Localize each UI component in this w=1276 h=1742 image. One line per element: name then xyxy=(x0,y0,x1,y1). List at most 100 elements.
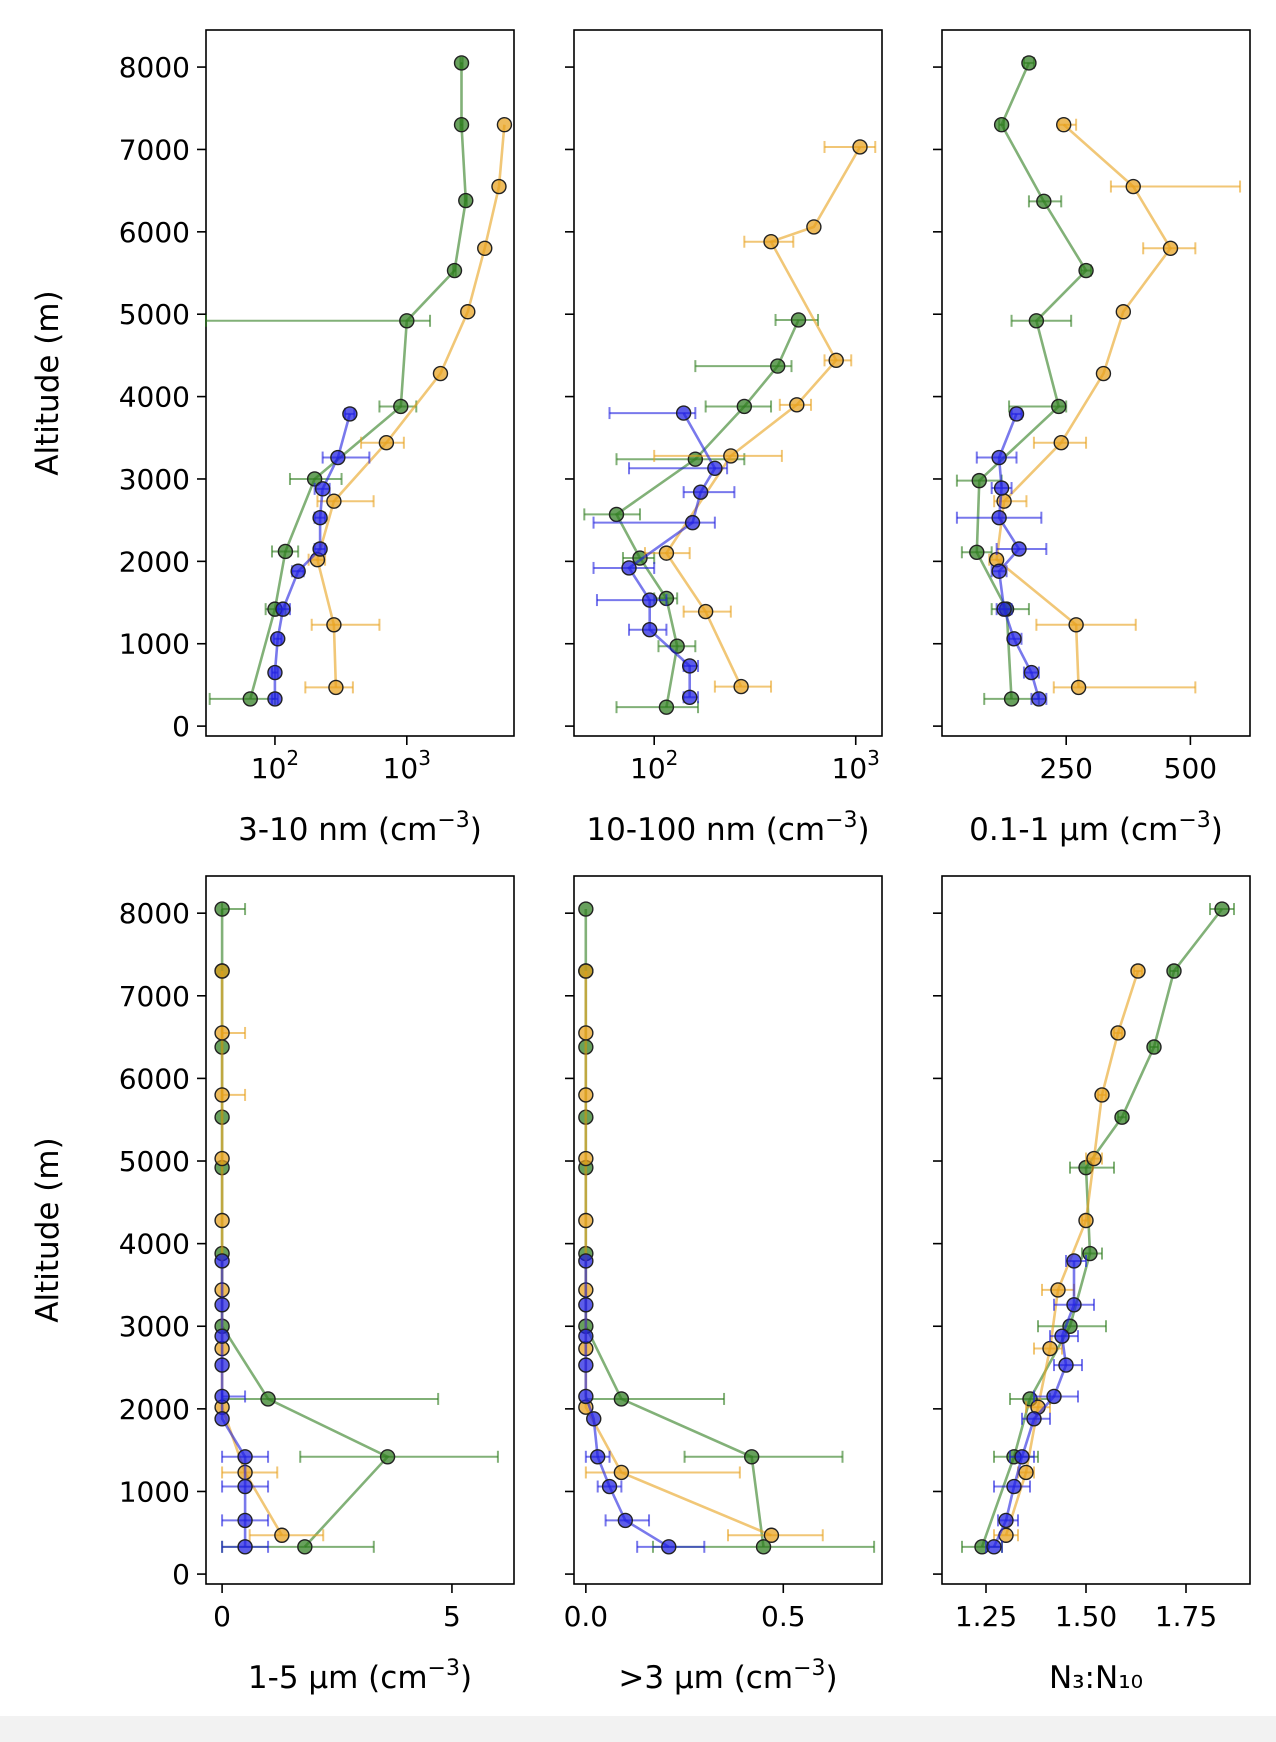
data-point xyxy=(274,1527,290,1543)
data-point xyxy=(379,1449,396,1465)
data-point xyxy=(733,678,749,695)
data-point xyxy=(1042,1340,1058,1357)
y-tick-label: 1000 xyxy=(119,628,190,661)
data-point xyxy=(446,262,463,279)
series-1 xyxy=(214,963,325,1543)
series-1 xyxy=(988,117,1242,696)
x-tick-label-exponent: 3 xyxy=(867,746,880,770)
data-point xyxy=(578,1328,594,1344)
axes-frame xyxy=(205,875,515,1585)
y-tick-label: 6000 xyxy=(119,216,190,249)
data-point xyxy=(578,1253,594,1269)
data-point xyxy=(378,435,395,451)
data-point xyxy=(453,117,470,133)
data-point xyxy=(237,1539,253,1555)
data-point xyxy=(1070,679,1087,696)
data-point xyxy=(267,691,283,707)
y-axis-label: Altitude (m) xyxy=(30,1137,66,1322)
data-point xyxy=(993,117,1010,133)
data-point xyxy=(578,1357,594,1373)
series-line xyxy=(584,1261,670,1548)
x-tick-label: 0.5 xyxy=(761,1600,806,1633)
data-point xyxy=(314,481,331,497)
y-tick-label: 2000 xyxy=(119,545,190,578)
data-point xyxy=(214,1357,230,1373)
series-line xyxy=(614,319,800,708)
x-axis-label: 0.1-1 µm (cm−3) xyxy=(969,808,1223,848)
series-1 xyxy=(643,139,877,695)
data-point xyxy=(621,560,637,576)
x-tick-label-exponent: 2 xyxy=(666,746,679,770)
data-point xyxy=(1166,963,1182,979)
panel-p2: 102 103 10-100 nm (cm−3) xyxy=(565,29,883,848)
series-line xyxy=(220,1261,247,1547)
data-point xyxy=(1058,1357,1074,1373)
data-point xyxy=(991,449,1007,466)
x-tick-label: 103 xyxy=(832,746,880,785)
data-point xyxy=(1003,691,1020,707)
series-1 xyxy=(304,117,513,696)
data-point xyxy=(578,901,594,917)
data-point xyxy=(613,1464,630,1481)
data-point xyxy=(986,1539,1002,1555)
axes-frame xyxy=(205,29,515,737)
data-point xyxy=(1110,1025,1126,1041)
data-point xyxy=(789,397,805,413)
data-point xyxy=(743,1449,760,1465)
y-tick-label: 4000 xyxy=(119,1228,190,1261)
data-point xyxy=(214,1087,230,1103)
data-point xyxy=(399,313,415,329)
axes-frame xyxy=(573,875,883,1585)
x-axis-label: 3-10 nm (cm−3) xyxy=(238,808,482,848)
series-0 xyxy=(578,901,876,1555)
data-point xyxy=(681,689,698,705)
y-tick-label: 0 xyxy=(172,1558,190,1591)
series-2 xyxy=(214,1253,270,1555)
series-0 xyxy=(205,55,474,707)
series-2 xyxy=(267,406,371,707)
x-axis-label-close: ) xyxy=(1211,812,1223,848)
data-point xyxy=(214,1212,230,1229)
x-axis-label: 1-5 µm (cm−3) xyxy=(248,1656,472,1696)
data-point xyxy=(328,679,344,696)
x-axis-label-exponent: −3 xyxy=(437,808,469,833)
data-point xyxy=(806,219,822,235)
data-point xyxy=(707,460,723,476)
data-point xyxy=(1078,1212,1094,1229)
data-point xyxy=(214,1150,230,1167)
data-point xyxy=(971,472,987,489)
data-point xyxy=(642,622,658,638)
data-point xyxy=(214,963,230,979)
y-tick-label: 5000 xyxy=(119,298,190,331)
footer-strip xyxy=(0,1716,1276,1742)
y-tick-label: 2000 xyxy=(119,1393,190,1426)
x-tick-label: 500 xyxy=(1164,752,1217,785)
series-0 xyxy=(961,901,1235,1555)
data-point xyxy=(1130,963,1146,979)
data-point xyxy=(1115,304,1132,320)
y-tick-label: 8000 xyxy=(119,51,190,84)
x-tick-label: 102 xyxy=(630,746,678,785)
axes-frame xyxy=(941,29,1251,737)
data-point xyxy=(237,1478,253,1495)
data-point xyxy=(586,1411,602,1427)
data-point xyxy=(237,1512,253,1529)
data-point xyxy=(828,352,844,369)
x-axis-label-close: ) xyxy=(858,812,870,848)
axes-frame xyxy=(941,875,1251,1585)
series-2 xyxy=(592,405,736,705)
series-line xyxy=(316,124,506,688)
series-line xyxy=(584,971,772,1537)
data-point xyxy=(326,493,342,509)
data-point xyxy=(214,901,230,917)
data-point xyxy=(723,448,739,464)
data-point xyxy=(312,541,328,557)
data-point xyxy=(996,601,1012,617)
x-axis-label-exponent: −3 xyxy=(793,1656,825,1681)
series-1 xyxy=(578,963,824,1543)
series-0 xyxy=(583,312,820,715)
series-2 xyxy=(985,1253,1095,1555)
x-tick-label-exponent: 2 xyxy=(286,746,299,770)
